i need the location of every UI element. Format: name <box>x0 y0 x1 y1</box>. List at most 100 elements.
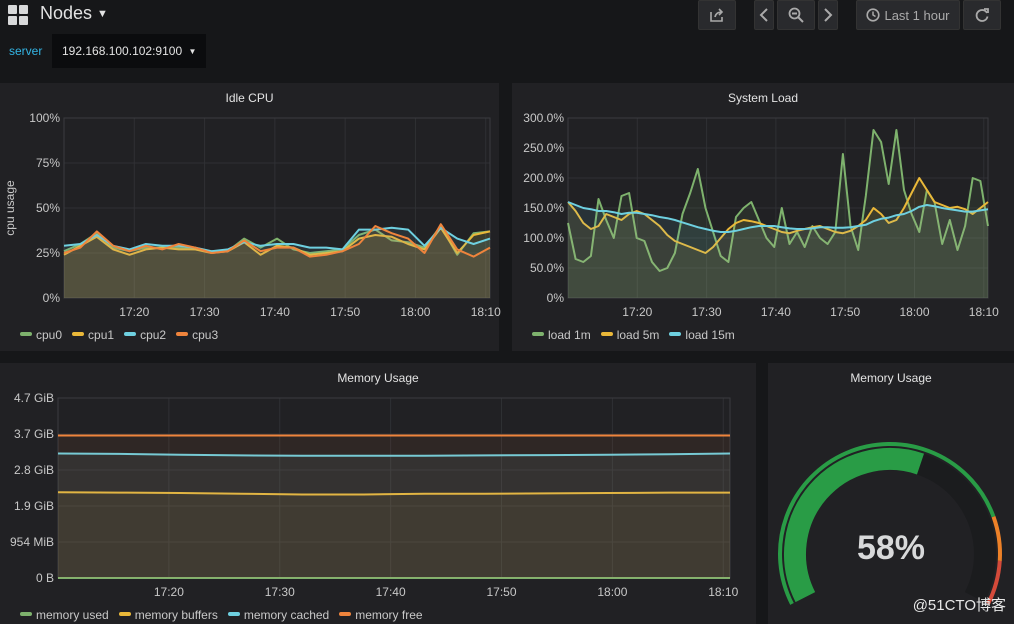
legend-item[interactable]: cpu3 <box>176 328 218 342</box>
legend-label: memory free <box>355 608 423 622</box>
y-tick-label: 250.0% <box>523 141 564 155</box>
y-tick-label: 1.9 GiB <box>14 499 54 513</box>
legend-label: load 5m <box>616 328 660 342</box>
x-tick-label: 18:00 <box>597 585 627 599</box>
x-tick-label: 17:40 <box>761 305 791 319</box>
time-forward-button[interactable] <box>818 0 838 30</box>
y-tick-label: 75% <box>36 156 60 170</box>
y-tick-label: 2.8 GiB <box>14 463 54 477</box>
legend-label: load 15m <box>685 328 735 342</box>
top-navbar: Nodes ▼ Last 1 hour <box>0 0 1014 34</box>
caret-down-icon: ▼ <box>97 8 108 20</box>
legend-item[interactable]: cpu1 <box>72 328 114 342</box>
idle-cpu-graph[interactable]: 17:20 17:30 17:40 17:50 18:00 18:10 100% 75% 50%… <box>0 83 501 351</box>
legend-label: memory buffers <box>134 608 218 622</box>
x-tick-label: 18:00 <box>899 305 929 319</box>
legend-item[interactable]: load 15m <box>669 328 735 342</box>
panel-title[interactable]: Memory Usage <box>850 371 932 385</box>
legend-label: cpu2 <box>140 328 167 342</box>
y-tick-label: 0% <box>547 291 565 305</box>
legend-item[interactable]: load 1m <box>532 328 591 342</box>
series-fill-cpu3 <box>64 224 490 298</box>
y-tick-label: 0 B <box>36 571 54 585</box>
legend-item[interactable]: memory cached <box>227 608 330 622</box>
legend-item[interactable]: load 5m <box>600 328 660 342</box>
gauge-value-arc <box>784 448 925 603</box>
x-tick-label: 17:50 <box>330 305 360 319</box>
template-variables-bar: server 192.168.100.102:9100 ▼ <box>0 34 1014 78</box>
x-tick-label: 17:30 <box>692 305 722 319</box>
system-load-graph[interactable]: 17:20 17:30 17:40 17:50 18:00 18:10 300.0% 250.… <box>512 83 1014 351</box>
server-variable-dropdown[interactable]: 192.168.100.102:9100 ▼ <box>52 34 206 68</box>
time-range-picker[interactable]: Last 1 hour <box>856 0 960 30</box>
legend-label: cpu3 <box>192 328 219 342</box>
legend-item[interactable]: memory used <box>20 608 109 622</box>
x-tick-label: 17:50 <box>830 305 860 319</box>
x-tick-label: 17:40 <box>376 585 406 599</box>
variable-label: server <box>9 44 43 58</box>
dashboard-title-dropdown[interactable]: Nodes ▼ <box>40 3 108 24</box>
refresh-icon <box>975 8 989 22</box>
legend-label: load 1m <box>548 328 591 342</box>
idle-cpu-legend: cpu0 cpu1 cpu2 cpu3 <box>20 328 228 342</box>
legend-swatch <box>20 612 32 616</box>
system-load-legend: load 1m load 5m load 15m <box>532 328 745 342</box>
legend-item[interactable]: cpu0 <box>20 328 62 342</box>
legend-swatch <box>339 612 352 616</box>
series-fill-cpu2 <box>64 227 490 298</box>
memory-gauge <box>778 442 1002 605</box>
system-load-panel: System Load 17:20 17:30 17:40 17:50 18:00 18:… <box>512 83 1014 351</box>
gauge-threshold-crit <box>986 560 1002 605</box>
legend-item[interactable]: cpu2 <box>124 328 166 342</box>
x-tick-label: 17:50 <box>487 585 517 599</box>
legend-item[interactable]: memory buffers <box>118 608 218 622</box>
series-fill-load-15m <box>568 202 988 298</box>
legend-swatch <box>532 332 544 336</box>
series-line-memory-cached <box>57 452 731 457</box>
y-tick-label: 300.0% <box>523 111 564 125</box>
chevron-left-icon <box>759 8 768 22</box>
series-fill-load-1m <box>568 130 988 298</box>
legend-swatch <box>124 332 137 336</box>
share-button[interactable] <box>698 0 736 30</box>
panel-title[interactable]: System Load <box>727 91 799 105</box>
dashboard-title: Nodes <box>40 3 93 23</box>
series-fill-cpu0 <box>64 226 490 298</box>
variable-value: 192.168.100.102:9100 <box>62 44 183 58</box>
y-tick-label: 954 MiB <box>10 535 54 549</box>
zoom-out-button[interactable] <box>777 0 815 30</box>
refresh-button[interactable] <box>963 0 1001 30</box>
x-tick-label: 17:20 <box>154 585 184 599</box>
plot-frame <box>567 117 989 299</box>
gauge-threshold-warn <box>991 516 1002 562</box>
legend-swatch <box>176 332 189 336</box>
x-tick-label: 18:10 <box>969 305 999 319</box>
watermark: @51CTO博客 <box>912 597 1006 614</box>
x-tick-label: 18:10 <box>708 585 738 599</box>
legend-label: memory used <box>36 608 109 622</box>
legend-swatch <box>227 612 240 616</box>
y-tick-label: 4.7 GiB <box>14 391 54 405</box>
series-line-cpu2 <box>63 226 491 253</box>
share-icon <box>710 8 724 22</box>
legend-item[interactable]: memory free <box>339 608 423 622</box>
x-tick-label: 18:10 <box>471 305 501 319</box>
series-fill-memory-buffers <box>58 492 730 578</box>
panel-title[interactable]: Memory Usage <box>337 371 419 385</box>
legend-label: memory cached <box>243 608 330 622</box>
grid-icon[interactable] <box>8 5 28 25</box>
legend-label: cpu1 <box>88 328 115 342</box>
time-back-button[interactable] <box>754 0 774 30</box>
panel-title[interactable]: Idle CPU <box>225 91 274 105</box>
time-range-label: Last 1 hour <box>884 7 950 23</box>
zoom-out-icon <box>788 7 804 23</box>
x-tick-label: 17:30 <box>190 305 220 319</box>
x-tick-label: 17:20 <box>119 305 149 319</box>
legend-swatch <box>669 332 682 336</box>
y-tick-label: 100% <box>29 111 60 125</box>
y-tick-label: 200.0% <box>523 171 564 185</box>
memory-usage-graph[interactable]: 17:20 17:30 17:40 17:50 18:00 18:10 4.7 GiB 3.7… <box>0 363 756 624</box>
caret-down-icon: ▼ <box>188 47 197 56</box>
series-fill-memory-cached <box>58 453 730 578</box>
y-tick-label: 3.7 GiB <box>14 427 54 441</box>
